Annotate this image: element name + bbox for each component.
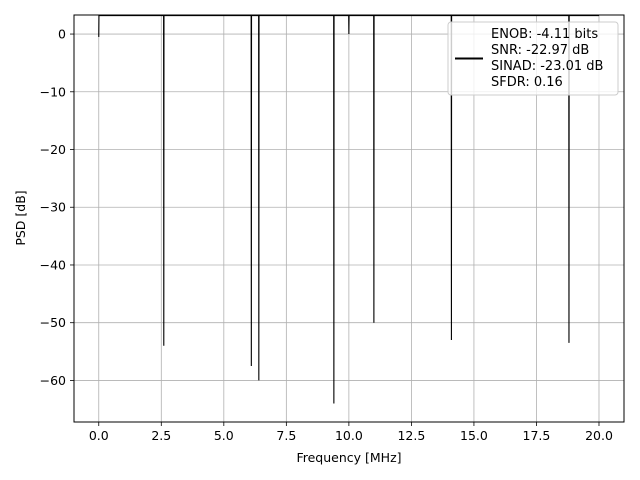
legend-line-1: ENOB: -4.11 bits: [491, 27, 598, 42]
x-axis-title: Frequency [MHz]: [296, 450, 401, 465]
legend-box: [447, 21, 619, 96]
y-tick-label: −20: [40, 142, 66, 157]
y-axis-title: PSD [dB]: [13, 190, 28, 245]
x-tick-label: 7.5: [276, 428, 296, 443]
x-tick-label: 10.0: [335, 428, 363, 443]
y-tick-label: −30: [40, 200, 66, 215]
y-tick-label: −40: [40, 257, 66, 272]
y-tick-label: −60: [40, 373, 66, 388]
y-axis: 0 −10 −20 −30 −40 −50 −60: [40, 27, 74, 388]
legend-line-2: SNR: -22.97 dB: [491, 43, 589, 58]
x-tick-label: 15.0: [460, 428, 488, 443]
x-tick-label: 0.0: [89, 428, 109, 443]
legend: ENOB: -4.11 bits SNR: -22.97 dB SINAD: -…: [447, 21, 619, 96]
x-tick-label: 5.0: [214, 428, 234, 443]
y-tick-label: −10: [40, 84, 66, 99]
x-axis: 0.0 2.5 5.0 7.5 10.0 12.5 15.0 17.5 20.0: [89, 422, 613, 443]
y-tick-label: −50: [40, 315, 66, 330]
legend-line-3: SINAD: -23.01 dB: [491, 59, 603, 74]
y-tick-label: 0: [58, 27, 66, 42]
x-tick-label: 12.5: [397, 428, 425, 443]
x-tick-label: 17.5: [523, 428, 551, 443]
x-tick-label: 20.0: [585, 428, 613, 443]
plot-area: [98, 15, 599, 404]
legend-line-4: SFDR: 0.16: [491, 75, 563, 90]
x-tick-label: 2.5: [151, 428, 171, 443]
psd-series-line: [98, 15, 599, 404]
